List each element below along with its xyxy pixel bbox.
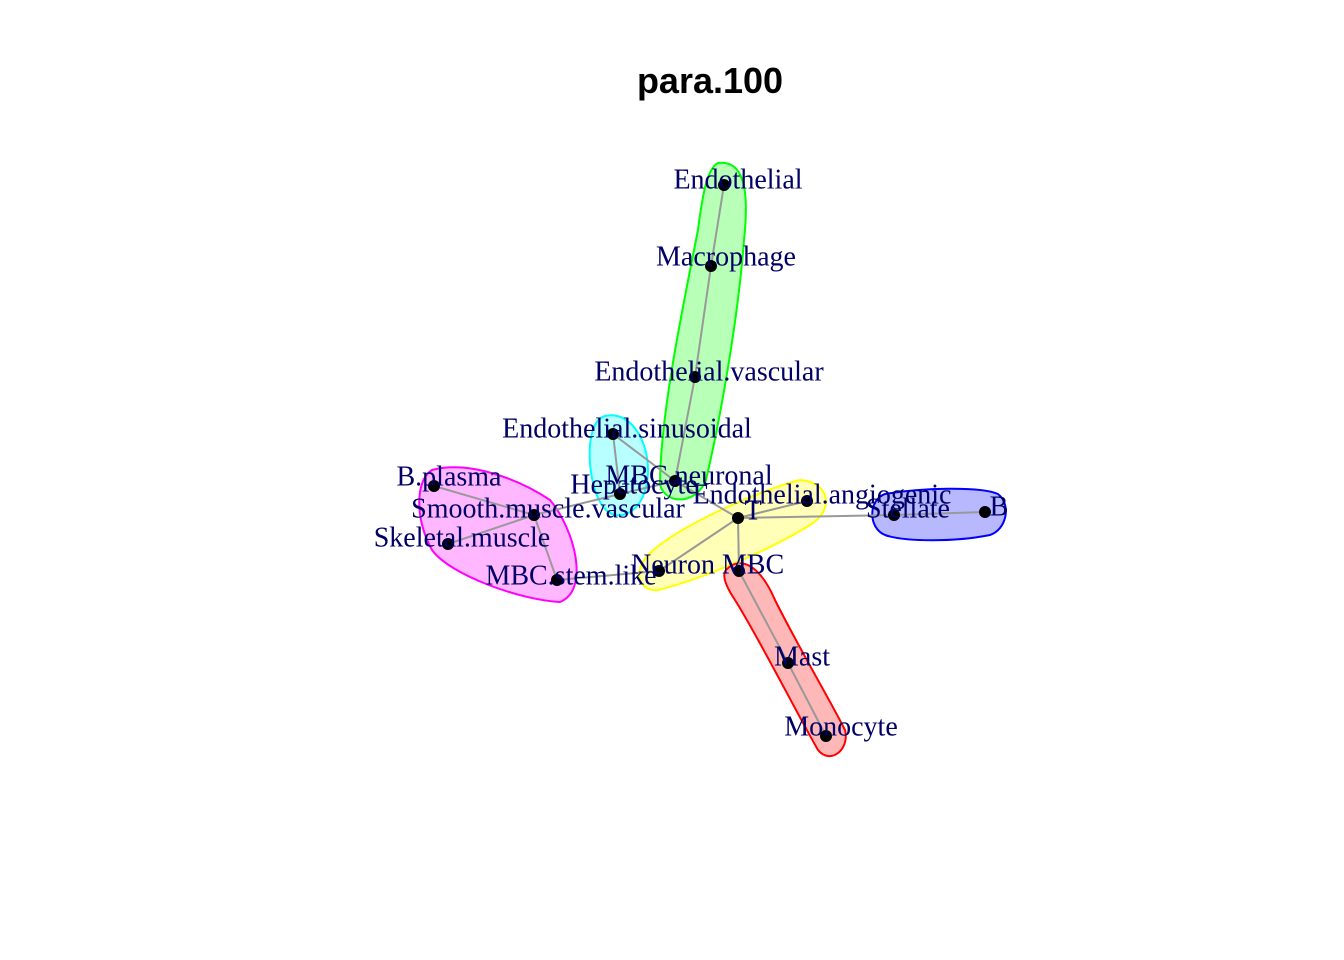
graph-nodes	[428, 179, 991, 742]
edge-endothelial-sinusoidal-mbc-neuronal	[612, 433, 676, 482]
node-label-stellate: Stellate	[866, 493, 950, 524]
edge-mbc-mast	[738, 570, 789, 664]
edge-endothelial-vascular-mbc-neuronal	[674, 376, 696, 482]
edge-stellate-b	[893, 511, 986, 516]
node-label-mbc-stem-like: MBC.stem.like	[485, 560, 656, 591]
node-label-b: B	[990, 491, 1009, 522]
node-label-neuron: Neuron	[631, 549, 715, 580]
edge-t-stellate	[737, 514, 895, 519]
node-b	[979, 506, 991, 518]
node-label-smooth-muscle-vascular: Smooth.muscle.vascular	[411, 493, 685, 524]
node-labels: Endothelial Macrophage Endothelial.vascula…	[374, 164, 1009, 742]
edge-hepatocyte-mbc-neuronal	[619, 480, 676, 495]
node-t	[732, 512, 744, 524]
community-hull-green	[658, 161, 747, 501]
node-stellate	[888, 509, 900, 521]
node-label-endothelial: Endothelial	[673, 164, 802, 195]
node-label-mbc-neuronal: MBC.neuronal	[605, 460, 772, 491]
edge-t-mbc	[737, 517, 740, 572]
node-endothelial-sinusoidal	[607, 428, 619, 440]
node-mbc	[733, 565, 745, 577]
edge-mbc-stem-like-neuron	[556, 570, 660, 581]
node-label-macrophage: Macrophage	[656, 241, 796, 272]
node-endothelial-vascular	[689, 371, 701, 383]
edge-endothelial-macrophage	[710, 184, 725, 267]
node-label-endothelial-sinusoidal: Endothelial.sinusoidal	[502, 413, 752, 444]
node-label-endothelial-angiogenic: Endothelial.angiogenic	[693, 479, 952, 510]
node-macrophage	[705, 260, 717, 272]
node-label-mbc: MBC	[722, 549, 784, 580]
edge-endothelial-sinusoidal-hepatocyte	[612, 433, 621, 495]
edge-mast-monocyte	[787, 662, 827, 737]
node-mbc-stem-like	[551, 574, 563, 586]
community-hull-magenta	[418, 466, 578, 604]
edge-t-endothelial-angiogenic	[737, 500, 808, 519]
node-monocyte	[820, 730, 832, 742]
edge-smooth-muscle-vascular-skeletal-muscle	[447, 514, 535, 545]
edge-smooth-muscle-vascular-mbc-stem-like	[533, 514, 558, 581]
edge-b-plasma-smooth-muscle-vascular	[433, 485, 535, 516]
graph-edges	[433, 184, 986, 737]
node-label-mast: Mast	[774, 641, 830, 672]
node-smooth-muscle-vascular	[528, 509, 540, 521]
node-neuron	[653, 565, 665, 577]
node-label-b-plasma: B.plasma	[397, 461, 503, 492]
node-label-endothelial-vascular: Endothelial.vascular	[594, 356, 824, 387]
node-label-hepatocyte: Hepatocyte	[570, 469, 698, 500]
community-hulls	[418, 161, 1007, 757]
node-endothelial	[718, 179, 730, 191]
edge-smooth-muscle-vascular-hepatocyte	[533, 493, 621, 516]
node-label-skeletal-muscle: Skeletal.muscle	[374, 522, 551, 553]
node-endothelial-angiogenic	[801, 495, 813, 507]
node-mbc-neuronal	[669, 475, 681, 487]
node-mast	[782, 657, 794, 669]
node-label-t: T	[744, 495, 761, 526]
edge-neuron-t	[658, 517, 739, 572]
graph-title: para.100	[637, 60, 783, 101]
edge-macrophage-endothelial-vascular	[694, 265, 712, 378]
node-skeletal-muscle	[442, 538, 454, 550]
edge-mbc-neuronal-t	[674, 480, 739, 519]
node-label-monocyte: Monocyte	[784, 711, 898, 742]
node-hepatocyte	[614, 488, 626, 500]
node-b-plasma	[428, 480, 440, 492]
